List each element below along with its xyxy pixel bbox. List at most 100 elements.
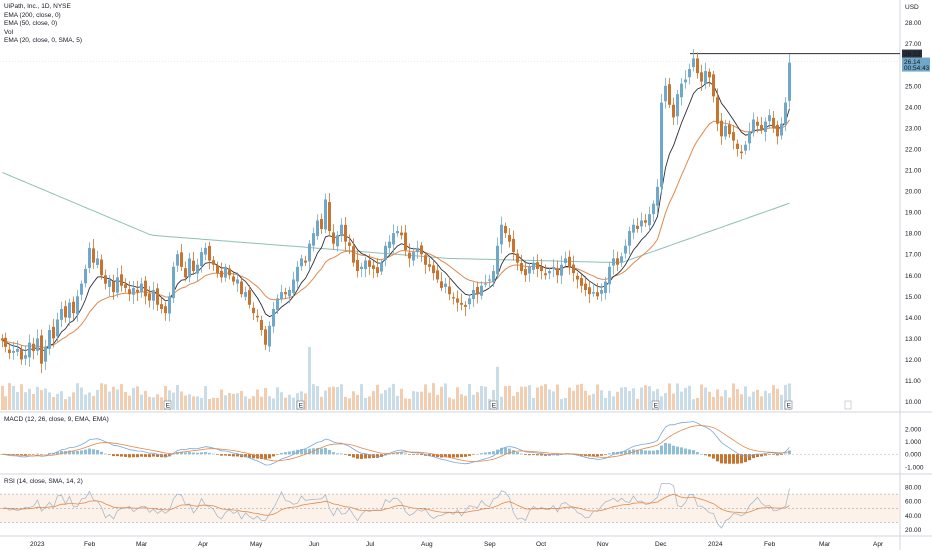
candle-body <box>636 225 639 229</box>
macd-histogram-bar <box>776 454 779 456</box>
ema200-line <box>2 172 790 264</box>
legend-ema50[interactable]: EMA (50, close, 0) <box>4 20 58 28</box>
candle-body <box>344 224 347 242</box>
legend-vol[interactable]: Vol <box>4 28 14 36</box>
macd-histogram-bar <box>672 445 675 455</box>
macd-histogram-bar <box>604 454 607 455</box>
volume-bar <box>604 397 607 410</box>
candle-body <box>408 252 411 259</box>
volume-bar <box>552 391 555 410</box>
macd-histogram-bar <box>208 452 211 455</box>
volume-bar <box>384 389 387 410</box>
earnings-label: E <box>654 403 659 410</box>
macd-histogram-bar <box>688 449 691 455</box>
macd-histogram-bar <box>104 453 107 455</box>
volume-bar <box>356 394 359 410</box>
volume-bar <box>412 391 415 410</box>
candle-body <box>148 293 151 301</box>
macd-histogram-bar <box>184 452 187 455</box>
macd-histogram-bar <box>276 454 279 455</box>
volume-bar <box>184 395 187 410</box>
volume-bar <box>516 392 519 410</box>
macd-histogram-bar <box>324 447 327 455</box>
earnings-marker <box>296 400 305 410</box>
macd-histogram-bar <box>500 447 503 455</box>
candle-body <box>680 83 683 98</box>
price-tick-label: 25.00 <box>905 83 922 90</box>
macd-histogram-bar <box>164 454 167 458</box>
macd-histogram-bar <box>200 452 203 455</box>
candle-body <box>712 74 715 97</box>
macd-histogram-bar <box>204 452 207 455</box>
macd-histogram-bar <box>48 452 51 455</box>
volume-bar <box>380 393 383 410</box>
candle-body <box>584 283 587 290</box>
volume-bar <box>208 398 211 410</box>
candle-body <box>92 248 95 263</box>
volume-bar <box>740 394 743 410</box>
volume-bar <box>780 394 783 410</box>
macd-histogram-bar <box>740 454 743 464</box>
volume-bar <box>188 394 191 410</box>
volume-bar <box>388 387 391 410</box>
rsi-title[interactable]: RSI (14, close, SMA, 14, 2) <box>4 478 83 485</box>
candle-body <box>124 284 127 288</box>
candle-body <box>644 220 647 223</box>
volume-bar <box>268 396 271 410</box>
candle-body <box>508 234 511 242</box>
macd-pane <box>0 421 900 466</box>
volume-bar <box>212 397 215 410</box>
last-price-label: 26.53 <box>904 51 921 58</box>
candle-body <box>264 329 267 345</box>
candle-body <box>220 270 223 278</box>
volume-bar <box>772 385 775 410</box>
candle-body <box>352 246 355 263</box>
macd-histogram-bar <box>128 454 131 458</box>
time-axis-label: May <box>250 541 263 548</box>
candle-body <box>648 214 651 226</box>
candles <box>1 49 791 374</box>
candle-body <box>184 268 187 278</box>
volume-bar <box>608 390 611 410</box>
candle-body <box>412 252 415 261</box>
macd-histogram-bar <box>484 452 487 455</box>
candle-body <box>516 253 519 263</box>
candle-body <box>188 258 191 278</box>
macd-histogram-bar <box>356 454 359 459</box>
volume-bar <box>764 390 767 410</box>
legend-ema20[interactable]: EMA (20, close, 0, SMA, 5) <box>4 37 83 45</box>
candle-body <box>532 262 535 270</box>
candle-body <box>736 143 739 149</box>
candle-body <box>392 233 395 245</box>
candle-body <box>732 132 735 141</box>
macd-histogram-bar <box>180 451 183 455</box>
symbol-title[interactable]: UiPath, Inc., 1D, NYSE <box>4 3 71 10</box>
macd-histogram-bar <box>336 453 339 455</box>
macd-histogram-bar <box>464 454 467 457</box>
volume-bar <box>192 396 195 410</box>
volume-bar <box>40 390 43 410</box>
candle-body <box>716 97 719 124</box>
volume-bar <box>548 389 551 410</box>
volume-bar <box>76 383 79 410</box>
candle-body <box>464 304 467 307</box>
candle-body <box>504 225 507 234</box>
volume-bar <box>256 389 259 410</box>
macd-histogram-bar <box>140 454 143 457</box>
volume-bar <box>648 386 651 410</box>
volume-bar <box>68 396 71 410</box>
volume-bar <box>316 385 319 410</box>
candle-body <box>232 276 235 282</box>
volume-bar <box>756 389 759 410</box>
candle-body <box>236 279 239 284</box>
macd-histogram-bar <box>304 449 307 455</box>
volume-bar <box>560 398 563 410</box>
volume-bar <box>744 386 747 410</box>
macd-title[interactable]: MACD (12, 26, close, 9, EMA, EMA) <box>4 416 109 423</box>
volume-bar <box>48 392 51 410</box>
macd-tick-label: 2.000 <box>905 426 922 433</box>
volume-bar <box>468 384 471 410</box>
volume-bar <box>28 388 31 410</box>
legend-ema200[interactable]: EMA (200, close, 0) <box>4 11 61 19</box>
